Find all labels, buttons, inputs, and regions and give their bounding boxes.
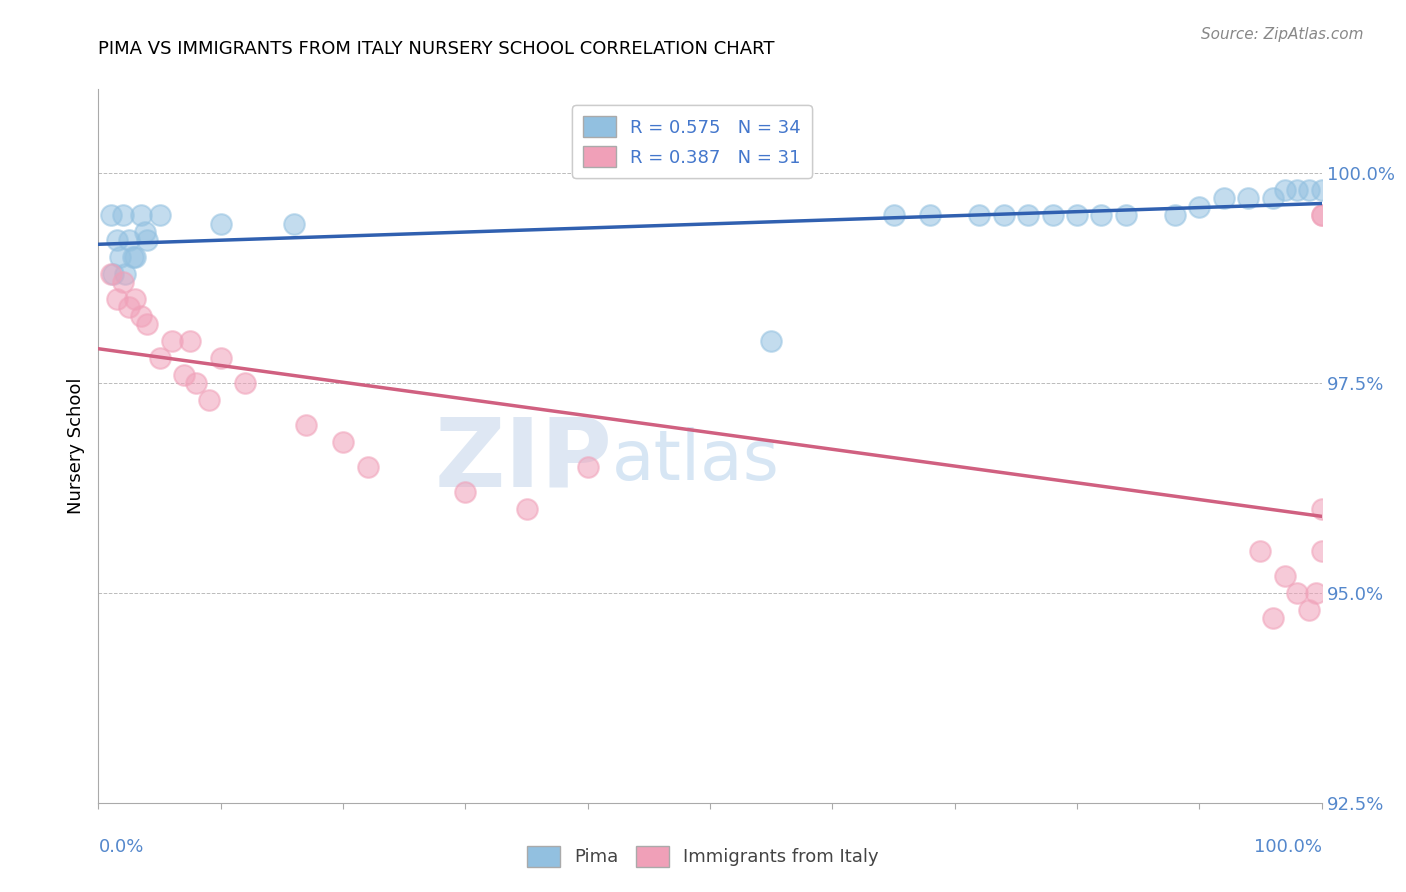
Point	[1188, 200, 1211, 214]
Point	[1298, 603, 1320, 617]
Point	[149, 351, 172, 365]
Point	[105, 292, 128, 306]
Point	[920, 208, 942, 222]
Text: atlas: atlas	[612, 426, 780, 494]
Point	[1115, 208, 1137, 222]
Point	[121, 250, 143, 264]
Text: 100.0%: 100.0%	[1254, 838, 1322, 856]
Point	[1250, 544, 1272, 558]
Point	[209, 351, 232, 365]
Y-axis label: Nursery School: Nursery School	[67, 377, 86, 515]
Point	[1066, 208, 1088, 222]
Point	[111, 208, 134, 222]
Point	[1305, 586, 1327, 600]
Point	[454, 485, 477, 500]
Point	[160, 334, 183, 348]
Point	[124, 250, 146, 264]
Point	[1042, 208, 1064, 222]
Point	[179, 334, 201, 348]
Point	[1310, 502, 1333, 516]
Point	[356, 460, 378, 475]
Point	[129, 309, 152, 323]
Point	[136, 233, 159, 247]
Point	[118, 301, 141, 315]
Point	[209, 217, 232, 231]
Text: 0.0%: 0.0%	[98, 838, 143, 856]
Point	[124, 292, 146, 306]
Point	[883, 208, 905, 222]
Point	[134, 225, 156, 239]
Point	[100, 267, 122, 281]
Point	[197, 392, 219, 407]
Point	[186, 376, 208, 390]
Point	[129, 208, 152, 222]
Point	[1310, 208, 1333, 222]
Point	[1090, 208, 1112, 222]
Text: PIMA VS IMMIGRANTS FROM ITALY NURSERY SCHOOL CORRELATION CHART: PIMA VS IMMIGRANTS FROM ITALY NURSERY SC…	[98, 40, 775, 58]
Point	[1212, 191, 1234, 205]
Point	[173, 368, 195, 382]
Point	[1286, 586, 1309, 600]
Legend: R = 0.575   N = 34, R = 0.387   N = 31: R = 0.575 N = 34, R = 0.387 N = 31	[572, 105, 811, 178]
Text: ZIP: ZIP	[434, 414, 612, 507]
Point	[993, 208, 1015, 222]
Point	[1298, 183, 1320, 197]
Point	[576, 460, 599, 475]
Point	[1286, 183, 1309, 197]
Point	[516, 502, 538, 516]
Point	[1164, 208, 1187, 222]
Point	[332, 434, 354, 449]
Point	[1310, 208, 1333, 222]
Point	[283, 217, 305, 231]
Point	[1274, 569, 1296, 583]
Point	[1310, 544, 1333, 558]
Point	[233, 376, 256, 390]
Text: Source: ZipAtlas.com: Source: ZipAtlas.com	[1201, 27, 1364, 42]
Point	[761, 334, 783, 348]
Point	[105, 233, 128, 247]
Point	[1237, 191, 1260, 205]
Point	[967, 208, 990, 222]
Point	[110, 250, 132, 264]
Point	[1261, 611, 1284, 625]
Point	[1274, 183, 1296, 197]
Point	[136, 318, 159, 332]
Point	[118, 233, 141, 247]
Point	[149, 208, 172, 222]
Point	[111, 275, 134, 289]
Legend: Pima, Immigrants from Italy: Pima, Immigrants from Italy	[520, 838, 886, 874]
Point	[1261, 191, 1284, 205]
Point	[1017, 208, 1039, 222]
Point	[295, 417, 318, 432]
Point	[1310, 183, 1333, 197]
Point	[114, 267, 136, 281]
Point	[100, 208, 122, 222]
Point	[101, 267, 124, 281]
